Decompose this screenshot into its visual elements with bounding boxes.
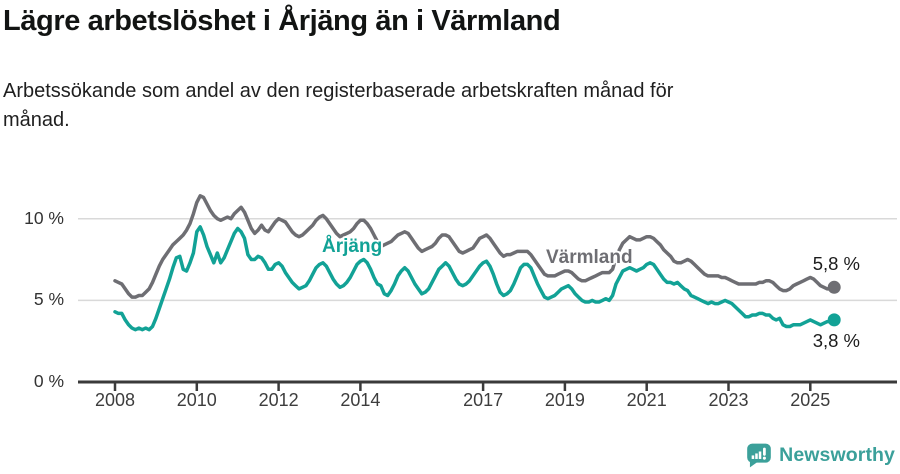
newsworthy-logo[interactable]: Newsworthy xyxy=(746,441,895,469)
newsworthy-wordmark: Newsworthy xyxy=(779,443,895,466)
end-value-label-varmland: 5,8 % xyxy=(812,253,860,274)
series-line-arjang xyxy=(113,225,836,332)
series-label-varmland: Värmland xyxy=(546,247,633,268)
end-dot-varmland xyxy=(827,280,841,294)
end-value-label-arjang: 3,8 % xyxy=(812,330,860,351)
end-dot-arjang xyxy=(827,313,841,327)
series-label-arjang: Årjäng xyxy=(322,236,383,257)
chart-title: Lägre arbetslöshet i Årjäng än i Värmlan… xyxy=(3,5,561,37)
series-line-varmland xyxy=(113,194,836,299)
newsworthy-bubble-chart-icon xyxy=(747,443,771,467)
chart-subtitle: Arbetssökande som andel av den registerb… xyxy=(3,80,674,131)
